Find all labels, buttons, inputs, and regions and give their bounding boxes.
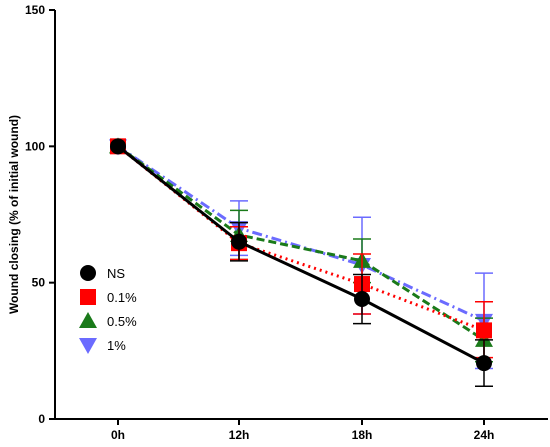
legend-item: 1% [79,338,126,354]
legend-item: NS [80,265,125,281]
series-0-5pct [109,137,493,363]
y-tick-label: 100 [25,139,45,153]
x-tick-label: 0h [111,428,125,442]
legend-label: NS [107,266,125,281]
legend-label: 0.1% [107,290,137,305]
data-point [110,138,126,155]
y-tick-label: 150 [25,3,45,17]
legend-marker [80,289,96,305]
legend-label: 1% [107,338,126,353]
data-point [476,355,492,372]
legend: NS 0.1% 0.5% 1% [79,265,137,354]
series-line [117,145,485,342]
series-line [117,145,485,365]
legend-marker [79,338,97,354]
series-NS [110,138,493,388]
y-axis-label: Wound closing (% of initial wound) [7,115,21,314]
x-tick-label: 24h [474,428,495,442]
legend-marker [79,312,97,328]
legend-label: 0.5% [107,314,137,329]
x-tick-label: 12h [229,428,250,442]
y-tick-label: 50 [32,276,46,290]
series-1pct [109,139,493,370]
legend-item: 0.5% [79,312,137,329]
legend-item: 0.1% [80,289,137,305]
series-0-1pct [110,138,493,359]
series-line [117,145,485,323]
series-line [117,145,485,332]
x-tick-label: 18h [352,428,373,442]
data-point [231,233,247,250]
y-tick-label: 0 [38,412,45,426]
axes: 0 50 100 150 0h 12h 18h 24h [25,3,548,442]
data-point [476,322,492,339]
series-layer [109,137,493,388]
legend-marker [80,265,96,281]
data-point [354,291,370,308]
